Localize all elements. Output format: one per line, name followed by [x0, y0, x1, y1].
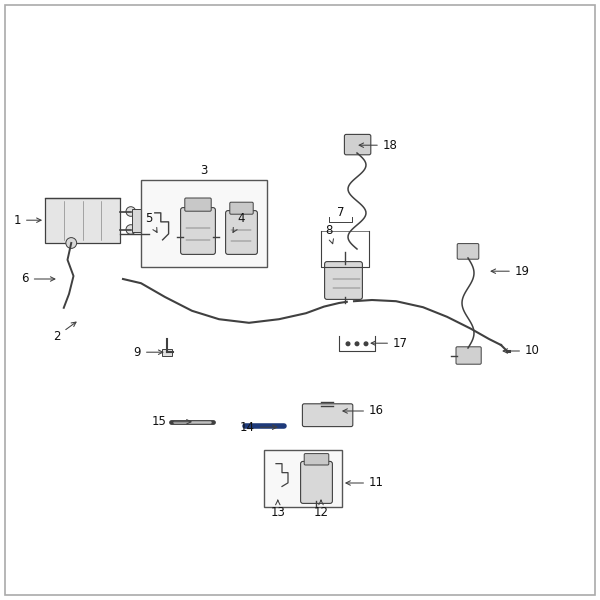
Text: 14: 14: [240, 421, 277, 434]
Text: 18: 18: [359, 139, 398, 152]
Text: 6: 6: [22, 272, 55, 286]
FancyBboxPatch shape: [344, 134, 371, 155]
FancyBboxPatch shape: [132, 209, 145, 232]
FancyBboxPatch shape: [457, 244, 479, 259]
Circle shape: [66, 238, 77, 248]
Circle shape: [126, 206, 136, 216]
Circle shape: [364, 342, 368, 346]
Bar: [264, 450, 342, 507]
Text: 8: 8: [325, 224, 334, 244]
Text: 5: 5: [146, 212, 157, 232]
FancyBboxPatch shape: [162, 349, 172, 356]
Text: 1: 1: [14, 214, 41, 227]
Text: 10: 10: [503, 344, 540, 358]
Circle shape: [126, 225, 136, 235]
FancyBboxPatch shape: [230, 202, 253, 214]
Text: 7: 7: [337, 206, 344, 220]
FancyBboxPatch shape: [185, 198, 211, 211]
FancyBboxPatch shape: [302, 404, 353, 427]
FancyBboxPatch shape: [45, 198, 120, 243]
Circle shape: [346, 342, 350, 346]
Text: 4: 4: [233, 212, 245, 232]
FancyBboxPatch shape: [226, 211, 257, 254]
Text: 2: 2: [53, 322, 76, 343]
Text: 16: 16: [343, 404, 384, 418]
Text: 3: 3: [200, 164, 208, 178]
Text: 19: 19: [491, 265, 530, 278]
FancyBboxPatch shape: [181, 208, 215, 254]
Text: 12: 12: [314, 500, 329, 520]
Text: 17: 17: [371, 337, 408, 350]
Text: 13: 13: [271, 500, 285, 520]
Text: 15: 15: [152, 415, 191, 428]
FancyBboxPatch shape: [301, 461, 332, 503]
FancyBboxPatch shape: [456, 347, 481, 364]
Text: 11: 11: [346, 476, 384, 490]
FancyBboxPatch shape: [304, 454, 329, 465]
Circle shape: [355, 342, 359, 346]
Text: 9: 9: [133, 346, 163, 359]
FancyBboxPatch shape: [325, 262, 362, 299]
Bar: [141, 180, 267, 267]
